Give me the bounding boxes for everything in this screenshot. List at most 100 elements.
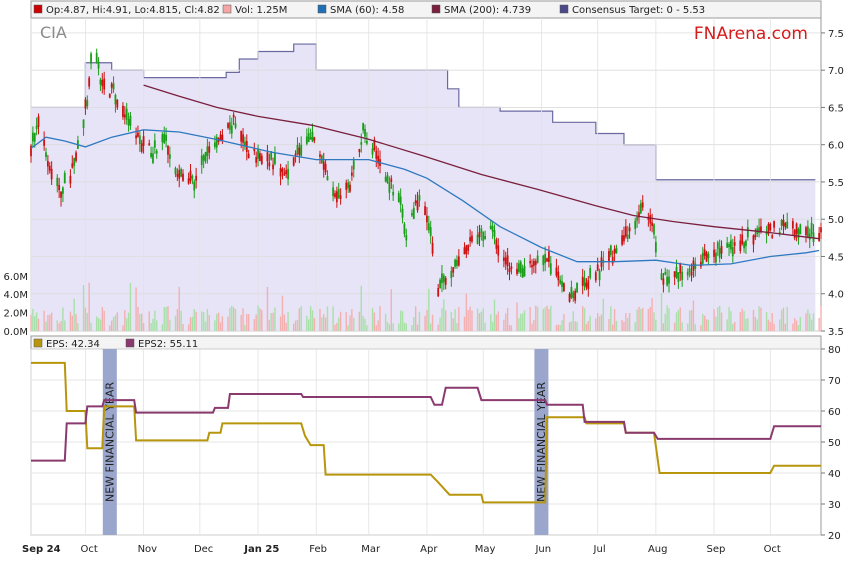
volume-bar: [274, 307, 276, 331]
candle-body: [690, 271, 693, 276]
candle-body: [703, 249, 706, 256]
candle-body: [450, 270, 453, 279]
volume-bar: [347, 325, 349, 331]
legend-swatch-eps: [33, 338, 43, 348]
volume-bar: [217, 312, 220, 331]
axis-labels: 3.5 4.0 4.5 5.0 5.5 6.0 6.5 7.0 7.5 0.0M 2.0M 4.0M 6…: [3, 29, 843, 555]
candle-body: [623, 235, 625, 242]
candle-body: [174, 167, 177, 175]
volume-bar: [628, 313, 631, 331]
candle-body: [613, 248, 616, 254]
volume-bar: [114, 315, 117, 331]
candle-body: [716, 242, 719, 249]
volume-bar: [583, 308, 586, 331]
candle-body: [531, 264, 533, 268]
volume-tick-label: 4.0M: [3, 290, 28, 301]
candle-body: [334, 193, 336, 197]
candle-body: [392, 191, 395, 196]
legend-text-vol: Vol: 1.25M: [235, 5, 287, 16]
candle-body: [773, 221, 775, 228]
candle-body: [686, 271, 689, 276]
candle-body: [412, 207, 415, 219]
candle-body: [95, 52, 98, 63]
candle-body: [463, 247, 466, 255]
volume-bar: [294, 320, 297, 331]
volume-bar: [246, 313, 248, 331]
volume-bar: [666, 305, 668, 331]
legend-swatch-target: [559, 4, 569, 14]
volume-bar: [469, 306, 471, 331]
candle-body: [274, 152, 276, 165]
volume-bar: [189, 317, 192, 331]
x-month-label: Sep 24: [22, 544, 61, 555]
volume-bar: [497, 311, 499, 331]
new-financial-year-band: [102, 349, 117, 535]
candle-body: [360, 142, 363, 145]
candle-body: [416, 200, 419, 211]
candle-body: [581, 276, 584, 286]
candle-body: [713, 249, 715, 257]
volume-bar: [445, 310, 447, 331]
candle-body: [587, 280, 590, 290]
volume-bar: [281, 295, 284, 331]
candle-body: [103, 78, 106, 90]
volume-bar: [69, 311, 72, 331]
volume-bar: [124, 310, 126, 331]
candle-body: [705, 252, 708, 262]
ticker-label: CIA: [40, 23, 67, 42]
volume-bar: [165, 307, 167, 331]
watermark: FNArena.com: [694, 24, 808, 44]
candle-body: [771, 235, 774, 238]
candle-body: [403, 223, 406, 234]
legend-swatch-ohlc: [33, 4, 43, 14]
candle-body: [628, 227, 631, 232]
candle-body: [583, 277, 586, 287]
volume-bar: [336, 322, 338, 331]
volume-bar: [572, 311, 575, 331]
volume-bar: [505, 313, 507, 331]
candle-body: [694, 263, 697, 269]
candle-body: [165, 134, 168, 141]
volume-bar: [679, 307, 681, 331]
candle-body: [399, 196, 402, 205]
volume-bar: [739, 312, 742, 331]
volume-bar: [703, 315, 706, 331]
volume-bar: [523, 310, 526, 331]
volume-bar: [688, 310, 691, 331]
volume-bar: [37, 318, 40, 331]
candle-body: [377, 155, 380, 164]
volume-bar: [795, 320, 798, 331]
volume-bar: [206, 309, 209, 331]
candle-body: [84, 99, 87, 109]
candle-body: [439, 279, 441, 289]
candle-body: [305, 136, 308, 144]
volume-bar: [687, 323, 689, 331]
candle-body: [820, 227, 822, 233]
volume-bar: [717, 307, 719, 331]
candle-body: [326, 176, 329, 181]
candle-body: [244, 141, 246, 146]
volume-bar: [148, 311, 150, 331]
volume-bar: [718, 305, 721, 331]
candle-body: [812, 232, 815, 243]
candle-body: [388, 182, 391, 193]
volume-bar: [730, 311, 732, 331]
candle-body: [163, 133, 166, 144]
candle-body: [287, 168, 289, 180]
candle-body: [799, 224, 802, 235]
volume-bar: [490, 314, 492, 331]
candle-body: [324, 163, 327, 173]
candle-body: [806, 226, 809, 237]
volume-bar: [109, 325, 111, 331]
volume-bar: [202, 312, 205, 331]
volume-tick-label: 6.0M: [3, 272, 28, 283]
volume-bar: [555, 325, 558, 331]
candle-body: [780, 220, 783, 226]
candle-body: [97, 61, 100, 69]
volume-bar: [142, 323, 145, 331]
volume-bar: [414, 306, 417, 331]
volume-bar: [311, 310, 314, 331]
candle-body: [129, 115, 132, 126]
volume-bar: [253, 319, 256, 331]
candle-body: [137, 132, 139, 137]
